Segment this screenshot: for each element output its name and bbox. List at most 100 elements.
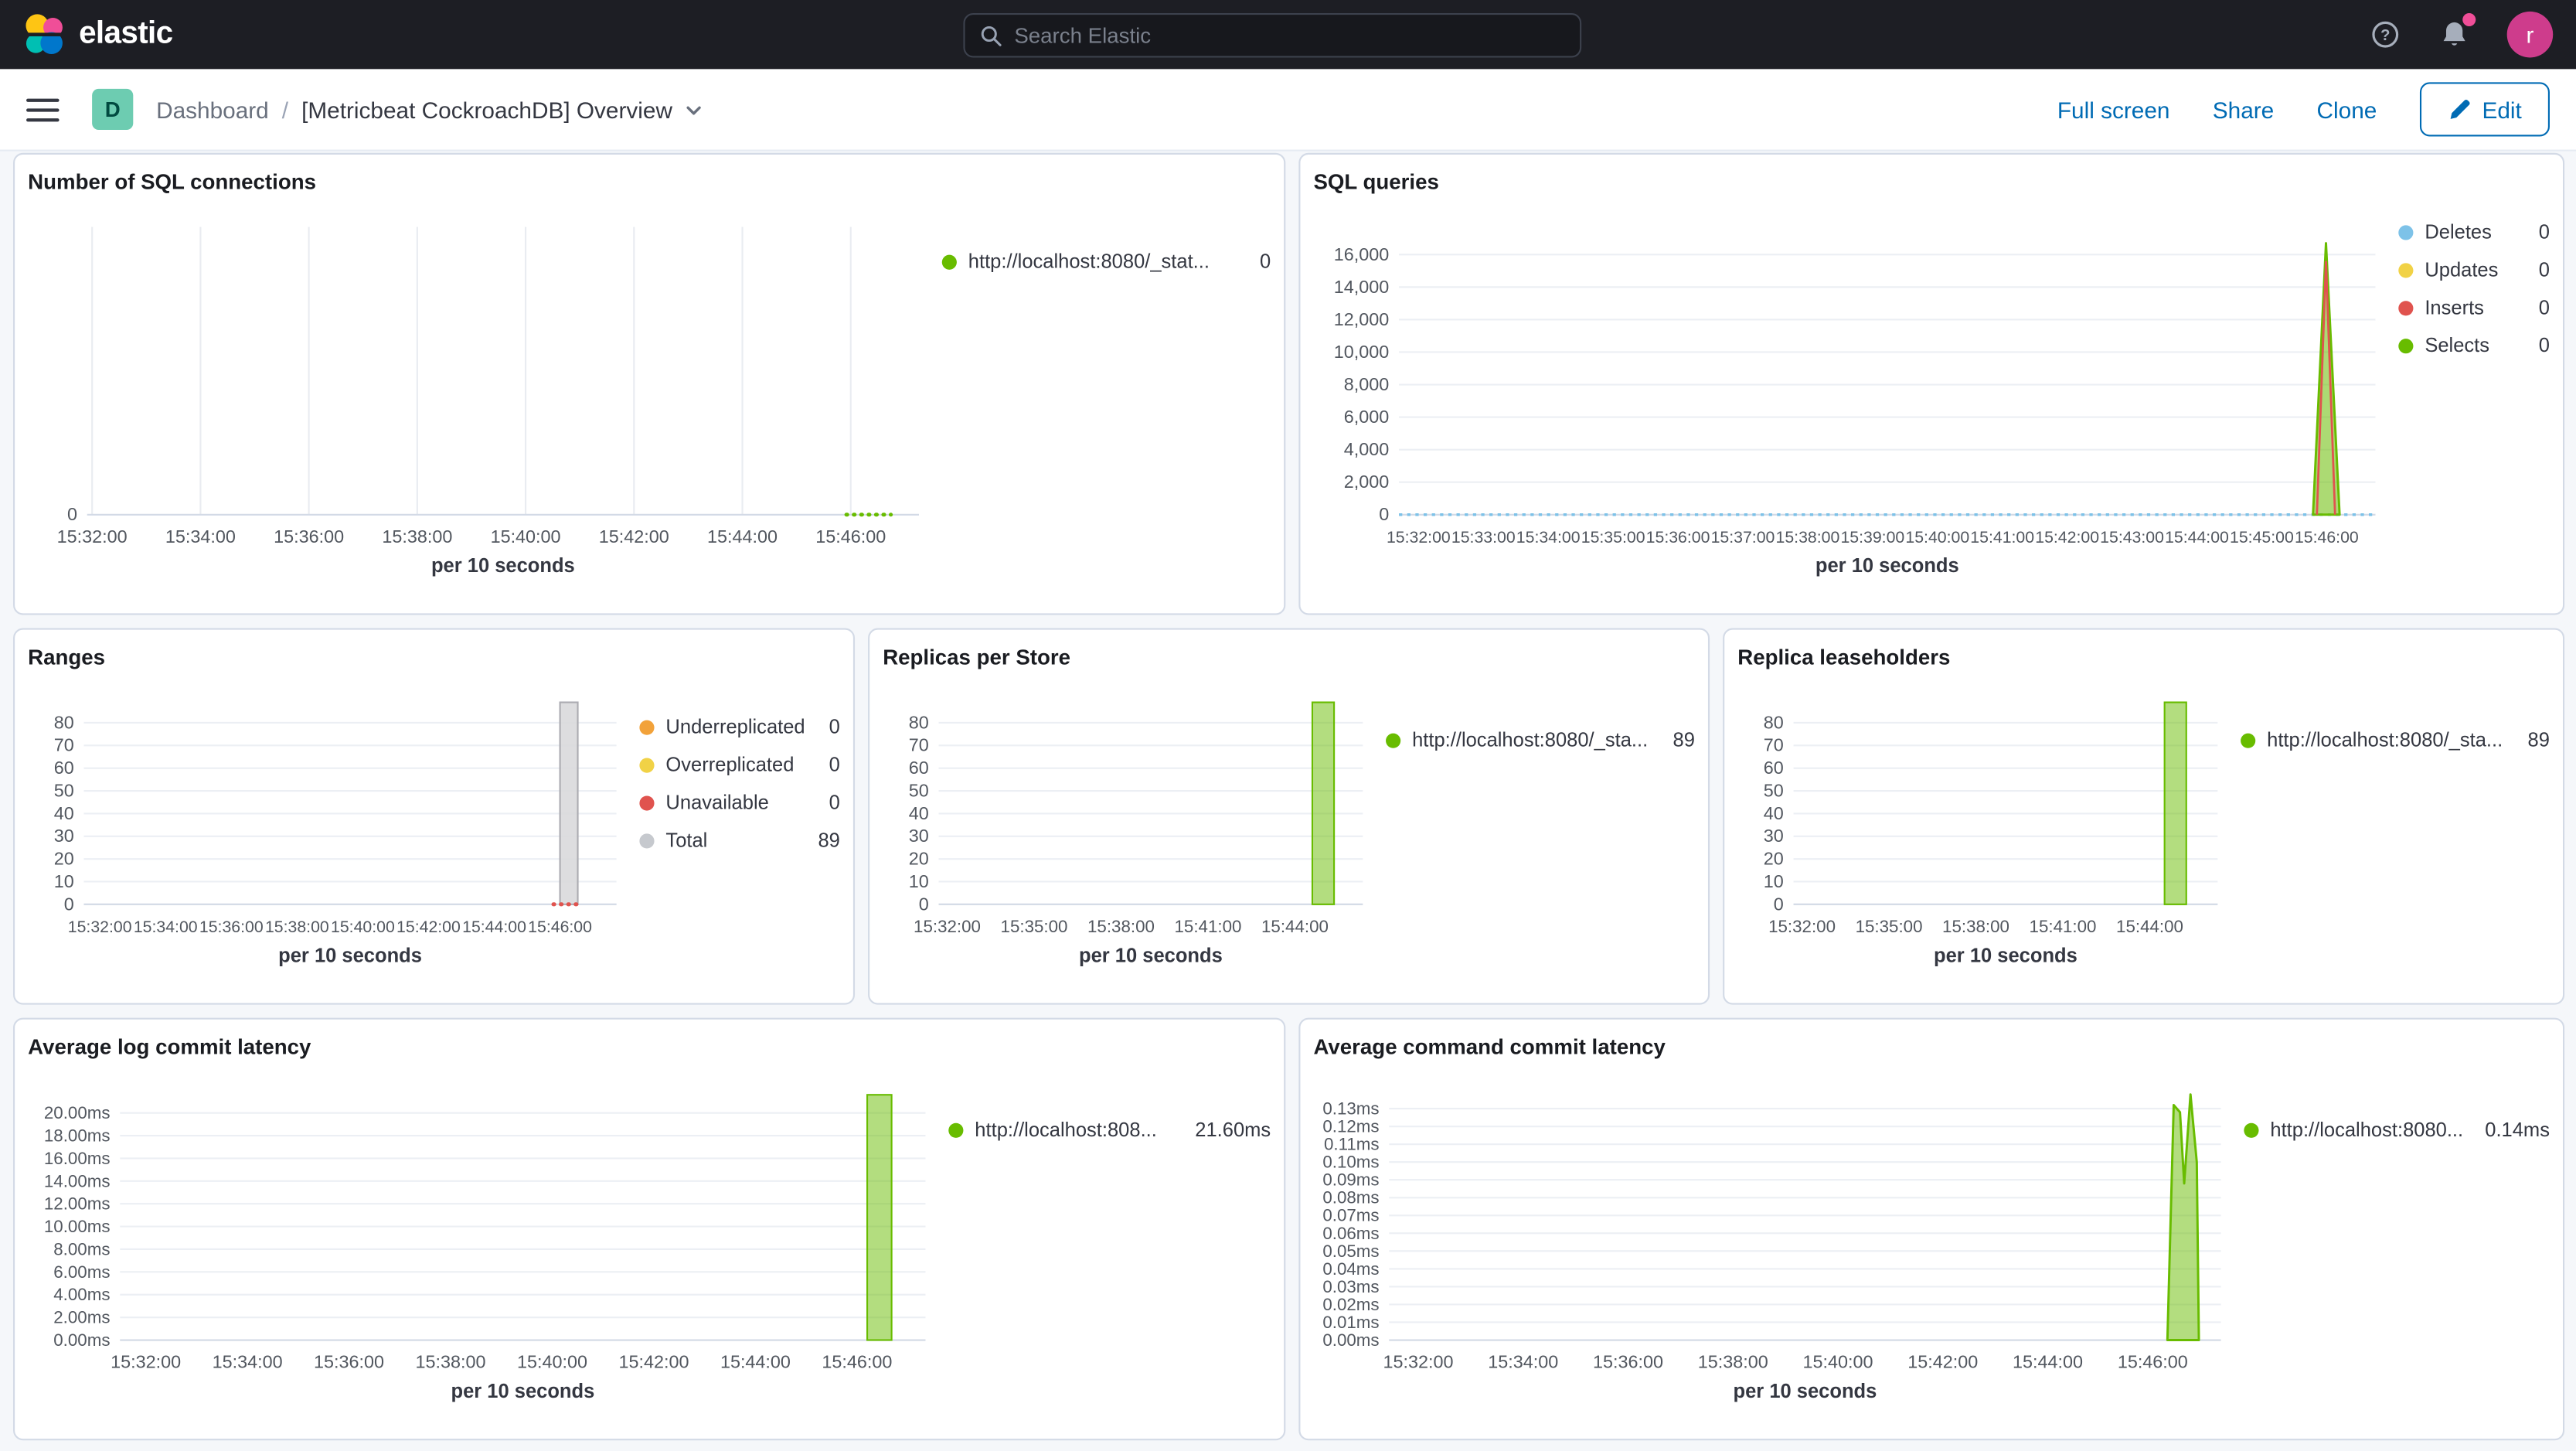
series-color-dot bbox=[639, 719, 655, 734]
svg-text:15:32:00: 15:32:00 bbox=[1387, 528, 1451, 547]
svg-text:per 10 seconds: per 10 seconds bbox=[278, 945, 422, 966]
svg-text:15:40:00: 15:40:00 bbox=[331, 918, 395, 936]
panel-number-of-sql-connections: Number of SQL connections 0 15:32:00 15:34… bbox=[13, 152, 1286, 615]
legend-value: 0 bbox=[1259, 250, 1271, 274]
legend-item[interactable]: Selects 0 bbox=[2398, 334, 2550, 357]
svg-text:50: 50 bbox=[1764, 780, 1784, 800]
svg-text:15:44:00: 15:44:00 bbox=[462, 918, 526, 936]
svg-text:10: 10 bbox=[1764, 871, 1784, 891]
svg-text:15:38:00: 15:38:00 bbox=[1087, 917, 1155, 936]
log-commit-latency-chart[interactable]: 0.00ms 2.00ms 4.00ms 6.00ms 8.00ms 10.00ms 12.… bbox=[28, 1069, 1271, 1426]
legend-item[interactable]: http://localhost:808... 21.60ms bbox=[948, 1118, 1271, 1141]
svg-text:70: 70 bbox=[1764, 735, 1784, 755]
svg-text:10.00ms: 10.00ms bbox=[44, 1217, 111, 1236]
svg-text:40: 40 bbox=[1764, 803, 1784, 823]
svg-text:0.05ms: 0.05ms bbox=[1322, 1242, 1379, 1261]
svg-text:0: 0 bbox=[1379, 504, 1389, 524]
legend-item[interactable]: Deletes 0 bbox=[2398, 220, 2550, 244]
svg-text:15:38:00: 15:38:00 bbox=[1776, 528, 1840, 547]
legend-value: 0 bbox=[829, 791, 840, 814]
svg-text:15:45:00: 15:45:00 bbox=[2230, 528, 2294, 547]
legend-value: 89 bbox=[1673, 728, 1695, 752]
legend-label: Updates bbox=[2425, 257, 2499, 281]
legend-item[interactable]: Overreplicated 0 bbox=[639, 753, 840, 776]
legend-item[interactable]: http://localhost:8080/_stat... 0 bbox=[941, 250, 1271, 274]
svg-text:8,000: 8,000 bbox=[1344, 374, 1390, 394]
svg-text:15:35:00: 15:35:00 bbox=[1856, 917, 1923, 936]
svg-text:15:40:00: 15:40:00 bbox=[1905, 528, 1969, 547]
svg-text:15:43:00: 15:43:00 bbox=[2100, 528, 2164, 547]
legend-item[interactable]: http://localhost:8080/_sta... 89 bbox=[1386, 728, 1695, 751]
svg-text:30: 30 bbox=[1764, 826, 1784, 846]
panel-title[interactable]: Number of SQL connections bbox=[28, 169, 316, 194]
svg-text:15:35:00: 15:35:00 bbox=[1581, 528, 1645, 547]
series-color-dot bbox=[2398, 262, 2414, 278]
avatar-initial: r bbox=[2526, 21, 2534, 48]
clone-button[interactable]: Clone bbox=[2316, 96, 2377, 123]
legend-item[interactable]: Updates 0 bbox=[2398, 258, 2550, 281]
elastic-brand[interactable]: elastic bbox=[22, 13, 173, 56]
panel-replicas-per-store: Replicas per Store 0 10 20 30 40 50 60 70 80 15:3… bbox=[868, 628, 1710, 1005]
edit-button[interactable]: Edit bbox=[2419, 82, 2550, 137]
help-button[interactable]: ? bbox=[2369, 18, 2402, 51]
svg-text:20: 20 bbox=[54, 849, 74, 869]
search-input[interactable] bbox=[1014, 22, 1565, 48]
panel-replica-leaseholders: Replica leaseholders 0 10 20 30 40 50 60 70 80 15… bbox=[1723, 628, 2565, 1005]
svg-text:15:44:00: 15:44:00 bbox=[720, 1352, 791, 1372]
legend-value: 0 bbox=[2538, 295, 2550, 319]
svg-text:0.04ms: 0.04ms bbox=[1322, 1259, 1379, 1279]
legend-item[interactable]: Inserts 0 bbox=[2398, 296, 2550, 319]
svg-text:15:36:00: 15:36:00 bbox=[1646, 528, 1710, 547]
svg-text:15:40:00: 15:40:00 bbox=[1803, 1352, 1873, 1372]
user-avatar[interactable]: r bbox=[2506, 11, 2554, 58]
legend-label: Underreplicated bbox=[665, 715, 805, 739]
series-color-dot bbox=[2398, 224, 2414, 240]
legend-item[interactable]: Total 89 bbox=[639, 829, 840, 852]
legend-label: http://localhost:8080/_stat... bbox=[968, 250, 1210, 274]
legend-item[interactable]: Unavailable 0 bbox=[639, 791, 840, 814]
panel-title[interactable]: Average command commit latency bbox=[1313, 1034, 1666, 1059]
notifications-button[interactable] bbox=[2438, 13, 2476, 51]
legend-label: http://localhost:8080... bbox=[2270, 1118, 2464, 1142]
full-screen-button[interactable]: Full screen bbox=[2057, 96, 2170, 123]
panel-title[interactable]: Ranges bbox=[28, 644, 106, 669]
svg-text:15:34:00: 15:34:00 bbox=[134, 918, 198, 936]
svg-text:15:46:00: 15:46:00 bbox=[2295, 528, 2359, 547]
legend-label: Total bbox=[665, 829, 708, 852]
svg-text:per 10 seconds: per 10 seconds bbox=[1734, 1381, 1877, 1402]
svg-text:15:32:00: 15:32:00 bbox=[1383, 1352, 1453, 1372]
svg-text:0.07ms: 0.07ms bbox=[1322, 1206, 1379, 1225]
page-title: [Metricbeat CockroachDB] Overview bbox=[301, 96, 673, 123]
global-search[interactable] bbox=[963, 13, 1582, 58]
svg-text:15:38:00: 15:38:00 bbox=[1942, 917, 2009, 936]
svg-text:15:42:00: 15:42:00 bbox=[618, 1352, 689, 1372]
svg-text:0.00ms: 0.00ms bbox=[1322, 1330, 1379, 1350]
sql-connections-chart[interactable]: 015:32:00 15:34:00 15:36:00 15:38:00 15:40:0… bbox=[28, 204, 1271, 601]
legend-item[interactable]: http://localhost:8080... 0.14ms bbox=[2244, 1118, 2550, 1141]
panel-title[interactable]: Replica leaseholders bbox=[1737, 644, 1951, 669]
series-color-dot bbox=[639, 795, 655, 810]
breadcrumb-dashboard[interactable]: Dashboard bbox=[156, 96, 269, 123]
panel-title[interactable]: SQL queries bbox=[1313, 169, 1439, 194]
legend-item[interactable]: http://localhost:8080/_sta... 89 bbox=[2241, 728, 2550, 751]
edit-button-label: Edit bbox=[2482, 96, 2522, 123]
svg-text:15:32:00: 15:32:00 bbox=[68, 918, 132, 936]
menu-button[interactable] bbox=[26, 97, 60, 121]
legend-item[interactable]: Underreplicated 0 bbox=[639, 715, 840, 739]
share-button[interactable]: Share bbox=[2212, 96, 2275, 123]
svg-text:50: 50 bbox=[54, 780, 74, 800]
svg-text:15:46:00: 15:46:00 bbox=[2118, 1352, 2188, 1372]
sql-queries-chart[interactable]: 0 2,000 4,000 6,000 8,000 10,000 12,000 14,000 1… bbox=[1313, 204, 2550, 601]
svg-text:15:42:00: 15:42:00 bbox=[1907, 1352, 1978, 1372]
panel-title[interactable]: Replicas per Store bbox=[883, 644, 1071, 669]
command-commit-latency-chart[interactable]: 0.00ms0.01ms0.02ms0.03ms0.04ms0.05ms0.06… bbox=[1313, 1069, 2550, 1426]
svg-text:per 10 seconds: per 10 seconds bbox=[1815, 555, 1959, 577]
panel-title[interactable]: Average log commit latency bbox=[28, 1034, 311, 1059]
svg-text:4,000: 4,000 bbox=[1344, 439, 1390, 459]
svg-text:16,000: 16,000 bbox=[1334, 244, 1390, 264]
title-menu-button[interactable] bbox=[684, 100, 704, 120]
svg-text:15:46:00: 15:46:00 bbox=[528, 918, 592, 936]
